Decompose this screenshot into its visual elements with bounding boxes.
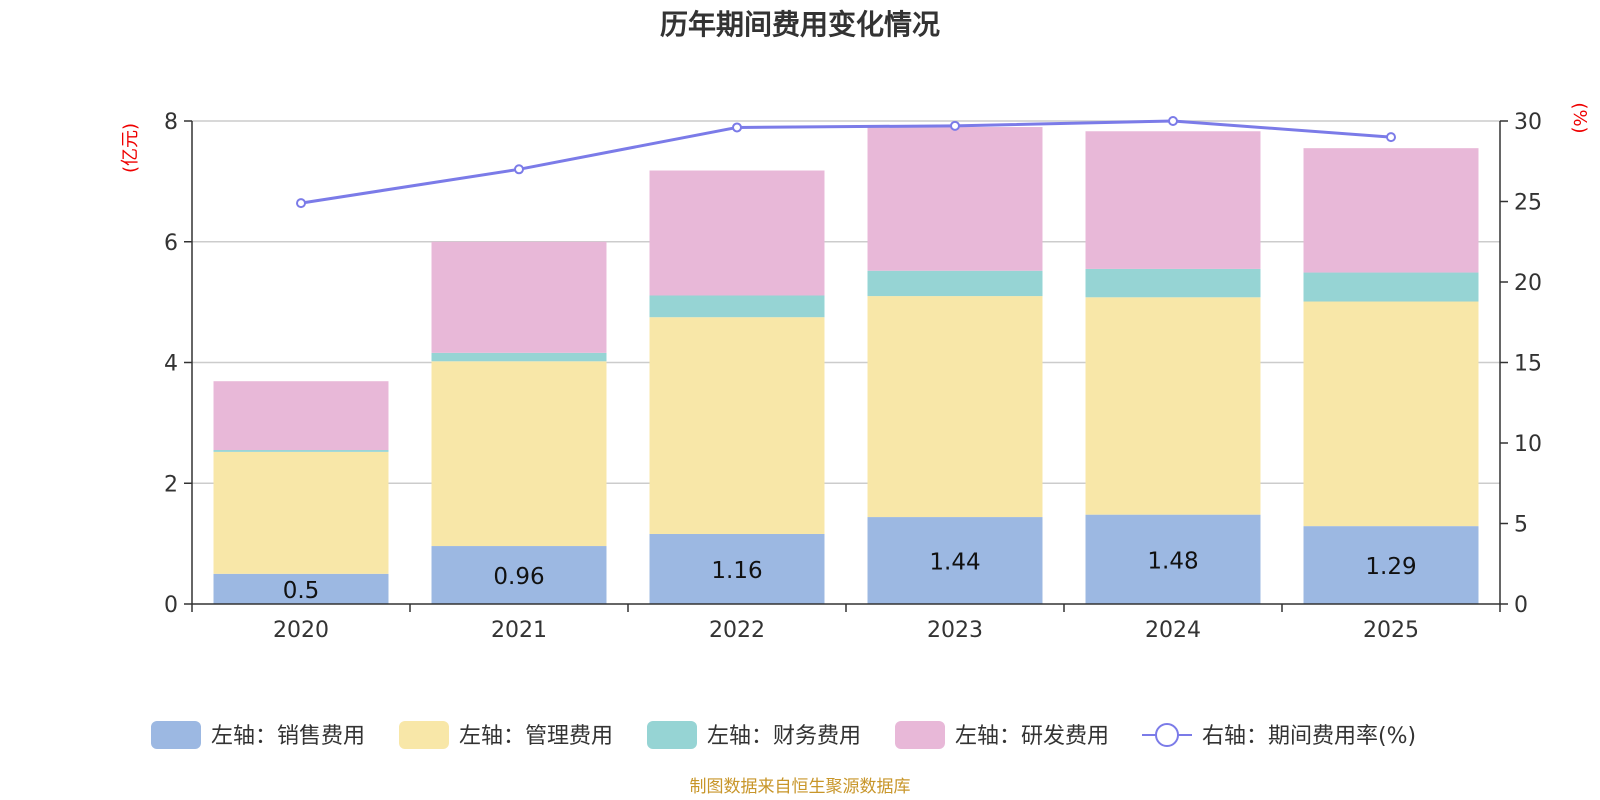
legend-swatch xyxy=(647,721,697,749)
right-axis-tick-label: 15 xyxy=(1514,352,1542,377)
legend-swatch xyxy=(895,721,945,749)
bar-segment xyxy=(649,170,825,296)
bar-data-label: 0.5 xyxy=(283,578,320,604)
bar-segment xyxy=(213,573,389,604)
bar-segment xyxy=(431,352,607,362)
bar-segment xyxy=(1085,268,1261,298)
bar-segment xyxy=(213,451,389,574)
legend-label: 左轴：研发费用 xyxy=(955,724,1109,749)
bar-segment xyxy=(213,381,389,451)
bar-segment xyxy=(867,127,1043,271)
x-axis-tick-label: 2023 xyxy=(927,618,983,643)
bar-segment xyxy=(1085,131,1261,269)
x-axis-tick-label: 2021 xyxy=(491,618,547,643)
rate-point xyxy=(950,120,960,131)
legend-swatch xyxy=(151,721,201,749)
bar-segment xyxy=(649,533,825,604)
right-axis-tick-label: 25 xyxy=(1514,191,1542,216)
grid xyxy=(192,120,1500,484)
rate-point xyxy=(514,164,524,175)
left-axis-tick-label: 0 xyxy=(164,593,178,618)
rate-point xyxy=(1168,116,1178,126)
rate-point xyxy=(296,198,306,209)
legend-label: 左轴：管理费用 xyxy=(459,724,613,749)
bar-segment xyxy=(213,450,389,452)
right-axis-tick-label: 30 xyxy=(1514,110,1542,135)
x-axis-tick-label: 2024 xyxy=(1145,618,1201,643)
bar-segment xyxy=(431,361,607,547)
left-axis-tick-label: 4 xyxy=(164,352,178,377)
right-axis-tick-label: 20 xyxy=(1514,271,1542,296)
bar-segment xyxy=(1085,514,1261,604)
left-axis-tick-label: 8 xyxy=(164,110,178,135)
left-axis-tick-label: 6 xyxy=(164,231,178,256)
bar-data-label: 1.48 xyxy=(1147,548,1198,574)
bar-segment xyxy=(649,317,825,534)
legend: 左轴：销售费用 左轴：管理费用 左轴：财务费用 左轴：研发费用 右轴：期间费用率(%) xyxy=(151,721,1416,749)
x-axis-tick-label: 2020 xyxy=(273,618,329,643)
bar-segment xyxy=(431,546,607,604)
rate-line xyxy=(300,119,1392,205)
right-axis-unit: (%) xyxy=(1569,102,1590,133)
legend-label: 右轴：期间费用率(%) xyxy=(1202,724,1416,749)
bar-segment xyxy=(867,517,1043,604)
right-axis-tick-label: 10 xyxy=(1514,432,1542,457)
chart-title: 历年期间费用变化情况 xyxy=(660,8,940,41)
rate-point xyxy=(1386,132,1396,143)
legend-marker xyxy=(1155,723,1179,747)
bars xyxy=(213,127,1479,604)
rate-point xyxy=(732,122,742,133)
bar-segment xyxy=(867,270,1043,297)
rate-line-layer xyxy=(296,116,1396,209)
bar-data-label: 0.96 xyxy=(493,564,544,590)
bar-segment xyxy=(1085,297,1261,515)
legend-label: 左轴：财务费用 xyxy=(707,724,861,749)
bar-data-label: 1.16 xyxy=(711,558,762,584)
left-axis-tick-label: 2 xyxy=(164,472,178,497)
legend-label: 左轴：销售费用 xyxy=(211,724,365,749)
source-note: 制图数据来自恒生聚源数据库 xyxy=(690,777,911,797)
x-axis-tick-label: 2025 xyxy=(1363,618,1419,643)
left-axis-unit: (亿元) xyxy=(120,123,141,173)
bar-segment xyxy=(431,241,607,353)
bar-segment xyxy=(867,296,1043,518)
right-axis-tick-label: 0 xyxy=(1514,593,1528,618)
legend-swatch xyxy=(399,721,449,749)
bar-segment xyxy=(1303,148,1479,273)
bar-data-label: 1.44 xyxy=(929,550,980,576)
bar-segment xyxy=(649,295,825,318)
bar-data-label: 1.29 xyxy=(1365,554,1416,580)
bar-segment xyxy=(1303,272,1479,302)
bar-segment xyxy=(1303,526,1479,604)
x-axis-tick-label: 2022 xyxy=(709,618,765,643)
bar-labels: 0.5 0.96 1.16 1.44 1.48 1.29 xyxy=(283,548,1417,604)
bar-segment xyxy=(1303,301,1479,527)
right-axis-tick-label: 5 xyxy=(1514,513,1528,538)
